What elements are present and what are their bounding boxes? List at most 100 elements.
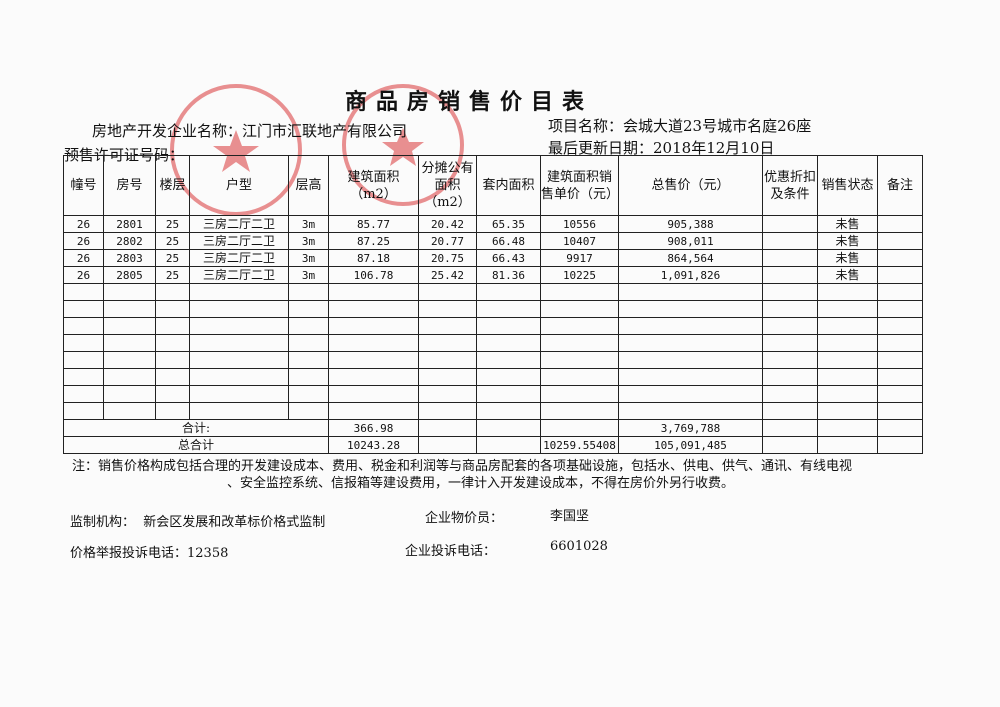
table-cell: 2803 xyxy=(103,249,156,267)
developer-line: 房地产开发企业名称：江门市汇联地产有限公司 xyxy=(92,120,407,141)
table-cell xyxy=(155,334,190,352)
table-cell: 3m xyxy=(288,215,329,233)
table-cell xyxy=(189,283,289,301)
table-row: 26 2802 25 三房二厅二卫 3m 87.25 20.77 66.48 10407 908,… xyxy=(63,232,923,250)
updated-label: 最后更新日期： xyxy=(548,139,654,157)
table-cell xyxy=(328,283,419,301)
table-cell xyxy=(877,317,923,335)
table-cell xyxy=(877,351,923,369)
table-cell xyxy=(762,215,818,233)
developer-label: 房地产开发企业名称： xyxy=(92,122,243,140)
table-cell xyxy=(476,368,541,386)
table-cell xyxy=(476,385,541,403)
hotline-label: 价格举报投诉电话： xyxy=(70,546,188,561)
table-cell: 2801 xyxy=(103,215,156,233)
table-cell xyxy=(877,266,923,284)
table-cell xyxy=(103,385,156,403)
table-cell xyxy=(328,385,419,403)
table-cell xyxy=(328,402,419,420)
table-cell xyxy=(328,334,419,352)
table-cell: 三房二厅二卫 xyxy=(189,215,289,233)
table-header-row: 幢号 房号 楼层 户型 层高 建筑面积（m2） 分摊公有面积（m2） 套内面积 建筑面积销售单价… xyxy=(63,155,923,216)
table-cell: 10259.55408 xyxy=(540,436,619,454)
table-cell: 10243.28 xyxy=(328,436,419,454)
table-cell xyxy=(476,436,541,454)
table-cell xyxy=(618,283,763,301)
column-header: 房号 xyxy=(103,155,156,216)
table-cell: 864,564 xyxy=(618,249,763,267)
table-cell xyxy=(476,334,541,352)
table-cell xyxy=(288,385,329,403)
table-cell xyxy=(540,317,619,335)
price-table: 幢号 房号 楼层 户型 层高 建筑面积（m2） 分摊公有面积（m2） 套内面积 建筑面积销售单价… xyxy=(63,155,923,454)
column-header: 层高 xyxy=(288,155,329,216)
table-cell xyxy=(877,368,923,386)
table-cell xyxy=(288,300,329,318)
table-cell: 未售 xyxy=(817,232,878,250)
table-cell xyxy=(762,249,818,267)
table-cell xyxy=(63,334,104,352)
table-cell: 905,388 xyxy=(618,215,763,233)
table-cell: 26 xyxy=(63,215,104,233)
table-cell xyxy=(476,419,541,437)
price-officer-label: 企业物价员： xyxy=(425,511,504,526)
table-cell: 未售 xyxy=(817,249,878,267)
table-cell xyxy=(103,317,156,335)
table-cell xyxy=(618,351,763,369)
table-cell xyxy=(155,283,190,301)
table-cell xyxy=(189,368,289,386)
table-cell xyxy=(762,436,818,454)
table-cell xyxy=(817,419,878,437)
table-cell: 105,091,485 xyxy=(618,436,763,454)
column-header: 套内面积 xyxy=(476,155,541,216)
updated-date: 2018年12月10日 xyxy=(653,139,775,157)
table-cell: 908,011 xyxy=(618,232,763,250)
column-header: 总售价（元） xyxy=(618,155,763,216)
table-cell xyxy=(418,419,477,437)
table-cell xyxy=(155,317,190,335)
table-cell xyxy=(103,283,156,301)
table-cell xyxy=(762,368,818,386)
table-cell xyxy=(189,334,289,352)
table-cell xyxy=(63,402,104,420)
table-cell: 81.36 xyxy=(476,266,541,284)
table-cell xyxy=(817,300,878,318)
table-cell: 65.35 xyxy=(476,215,541,233)
table-cell xyxy=(877,232,923,250)
table-cell xyxy=(103,334,156,352)
table-cell xyxy=(328,351,419,369)
table-cell: 20.77 xyxy=(418,232,477,250)
table-cell xyxy=(103,300,156,318)
project-line: 项目名称：会城大道23号城市名庭26座 xyxy=(548,115,811,136)
table-cell xyxy=(476,351,541,369)
page-title: 商品房销售价目表 xyxy=(345,89,594,115)
table-cell xyxy=(476,283,541,301)
table-cell xyxy=(328,368,419,386)
table-cell: 3m xyxy=(288,232,329,250)
table-cell xyxy=(540,334,619,352)
table-cell xyxy=(762,419,818,437)
table-cell xyxy=(817,402,878,420)
table-cell xyxy=(189,402,289,420)
table-cell xyxy=(189,351,289,369)
table-row: 26 2801 25 三房二厅二卫 3m 85.77 20.42 65.35 10556 905,… xyxy=(63,215,923,233)
table-cell xyxy=(618,334,763,352)
empty-row xyxy=(63,368,923,386)
table-cell xyxy=(762,402,818,420)
table-cell xyxy=(63,368,104,386)
table-cell xyxy=(540,300,619,318)
project-name: 会城大道23号城市名庭26座 xyxy=(623,117,812,135)
table-cell xyxy=(877,215,923,233)
table-cell xyxy=(877,283,923,301)
empty-row xyxy=(63,317,923,335)
note-line-2: 、安全监控系统、信报箱等建设费用，一律计入开发建设成本，不得在房价外另行收费。 xyxy=(227,476,735,491)
column-header: 销售状态 xyxy=(817,155,878,216)
table-cell xyxy=(762,300,818,318)
table-cell: 66.48 xyxy=(476,232,541,250)
table-cell xyxy=(418,436,477,454)
table-cell xyxy=(877,334,923,352)
table-cell xyxy=(63,283,104,301)
table-cell xyxy=(288,402,329,420)
empty-row xyxy=(63,334,923,352)
